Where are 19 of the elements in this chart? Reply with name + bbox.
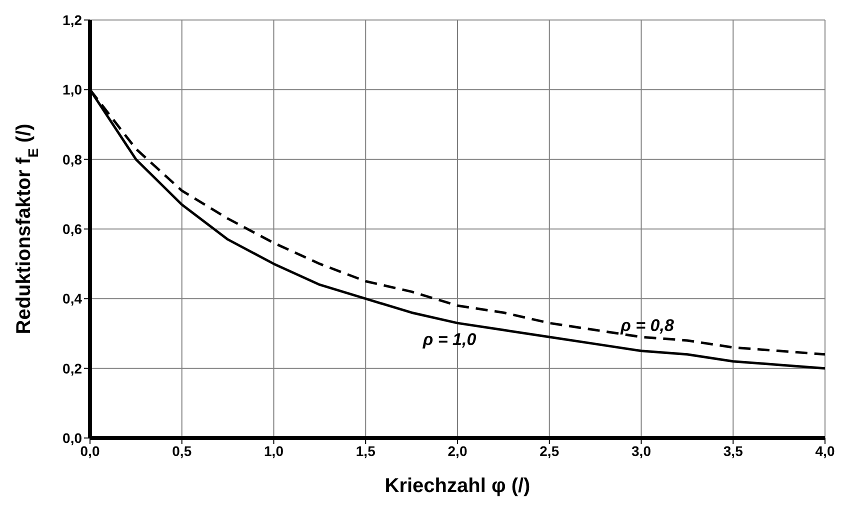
x-tick-label: 1,0 [264, 442, 284, 459]
x-axis-title: Kriechzahl φ (/) [384, 475, 530, 497]
y-tick-label: 1,0 [62, 82, 82, 98]
annotation: ρ = 0,8 [620, 316, 674, 335]
annotation: ρ = 1,0 [422, 330, 477, 350]
x-tick-label: 1,5 [356, 442, 376, 459]
x-tick-label: 0,0 [80, 442, 100, 459]
y-tick-label: 0,4 [62, 290, 82, 307]
x-tick-label: 2,5 [540, 442, 560, 459]
y-tick-label: 1,2 [62, 12, 82, 28]
x-tick-label: 4,0 [815, 442, 835, 459]
x-tick-label: 3,5 [723, 442, 744, 459]
y-tick-label: 0,2 [62, 360, 82, 376]
y-tick-label: 0,0 [62, 430, 82, 446]
x-tick-label: 3,0 [632, 442, 652, 459]
y-tick-label: 0,8 [62, 151, 82, 168]
x-tick-label: 0,5 [172, 442, 192, 459]
y-tick-label: 0,6 [62, 220, 82, 237]
x-tick-label: 2,0 [448, 442, 468, 459]
